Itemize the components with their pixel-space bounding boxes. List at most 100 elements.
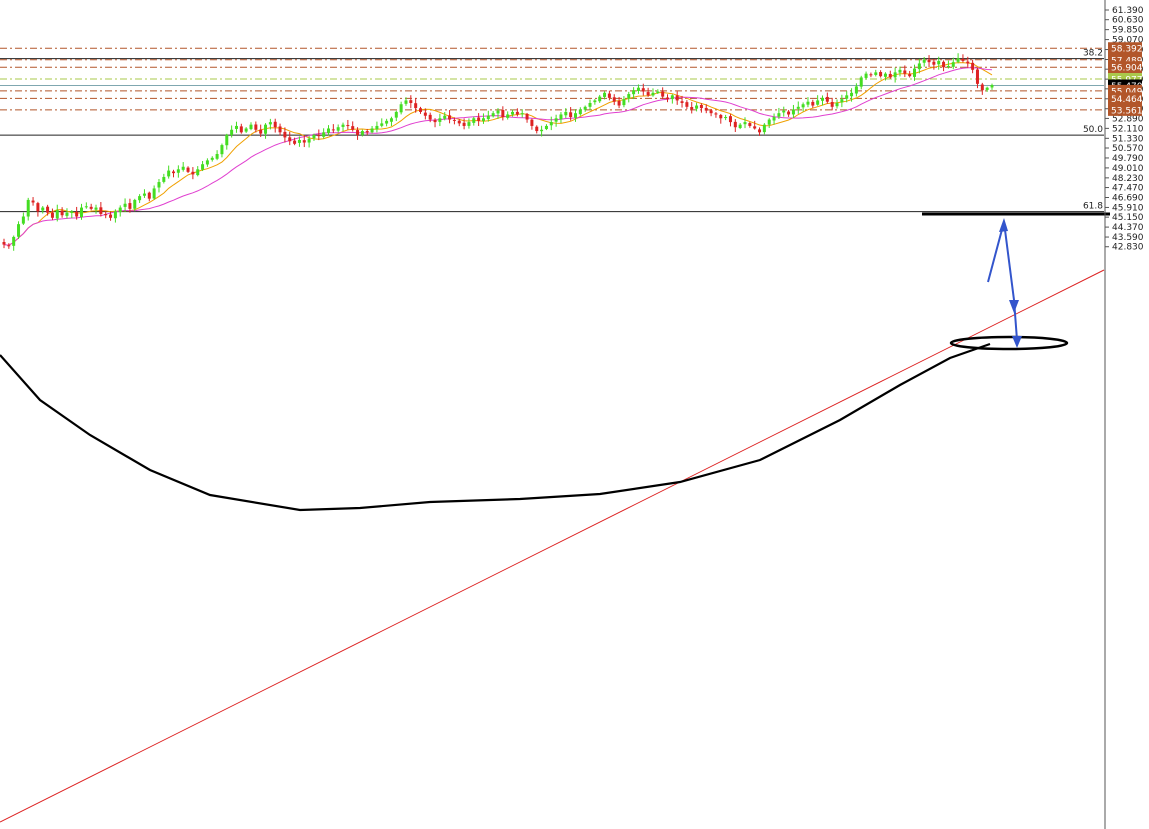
- candle-body: [961, 58, 965, 61]
- candle-body: [452, 119, 456, 121]
- candle-body: [317, 134, 321, 137]
- candle-body: [181, 166, 185, 170]
- horizontal-levels: 38.2 50.0 61.8: [0, 47, 1104, 213]
- candle-body: [356, 130, 360, 135]
- candle-body: [457, 120, 461, 124]
- candle-body: [990, 85, 994, 88]
- candle-body: [549, 122, 553, 126]
- candle-body: [79, 207, 83, 218]
- price-tag-box: [1108, 103, 1142, 116]
- candle-body: [767, 119, 771, 125]
- candle-body: [888, 73, 892, 78]
- candle-body: [883, 73, 887, 77]
- candle-body: [264, 124, 268, 134]
- candle-body: [980, 84, 984, 91]
- candle-body: [162, 176, 166, 182]
- candle-body: [728, 116, 732, 123]
- candle-body: [651, 92, 655, 96]
- price-tag-label: 56.904: [1111, 64, 1143, 74]
- price-axis-tick-label: 52.110: [1112, 124, 1144, 134]
- candle-body: [927, 59, 931, 63]
- candle-body: [777, 113, 781, 117]
- candle-body: [254, 124, 258, 130]
- candle-body: [89, 206, 93, 209]
- candle-body: [152, 188, 156, 199]
- candle-body: [554, 118, 558, 122]
- price-axis-tick-label: 42.830: [1112, 243, 1144, 253]
- candle-body: [966, 61, 970, 64]
- candle-body: [138, 196, 142, 201]
- candle-body: [733, 121, 737, 128]
- candle-body: [656, 91, 660, 93]
- candle-body: [879, 72, 883, 77]
- price-tag-box: [1108, 42, 1142, 55]
- candle-body: [830, 102, 834, 107]
- candle-body: [835, 102, 839, 107]
- candle-body: [544, 125, 548, 130]
- candle-body: [399, 104, 403, 113]
- candle-body: [850, 92, 854, 97]
- candle-body: [147, 192, 151, 199]
- candle-body: [738, 124, 742, 128]
- price-axis-tick-label: 46.690: [1112, 194, 1144, 204]
- candle-body: [288, 137, 292, 142]
- candle-body: [2, 242, 6, 245]
- candle-body: [215, 154, 219, 159]
- slow-moving-average-line: [0, 342, 991, 512]
- candle-body: [864, 73, 868, 78]
- candle-body: [506, 114, 510, 118]
- candle-body: [370, 128, 374, 133]
- candle-body: [55, 210, 59, 219]
- candle-body: [448, 115, 452, 120]
- candle-body: [21, 216, 25, 224]
- candle-body: [612, 97, 616, 102]
- candle-body: [389, 118, 393, 122]
- candle-body: [564, 111, 568, 116]
- candle-body: [796, 106, 800, 109]
- candle-body: [869, 74, 873, 76]
- candle-body: [94, 207, 98, 210]
- candle-body: [540, 129, 544, 132]
- candle-body: [12, 236, 16, 246]
- candle-body: [486, 115, 490, 120]
- candle-body: [65, 212, 69, 216]
- candle-body: [293, 140, 297, 144]
- candle-body: [951, 62, 955, 67]
- candle-body: [535, 126, 539, 132]
- candle-body: [825, 96, 829, 102]
- candle-body: [854, 86, 858, 94]
- candle-body: [782, 110, 786, 113]
- price-axis-tick-label: 52.890: [1112, 114, 1144, 124]
- fib-level-label: 50.0: [1083, 125, 1103, 135]
- candle-body: [109, 214, 113, 218]
- candle-body: [26, 199, 30, 217]
- candle-body: [569, 112, 573, 118]
- candle-body: [985, 87, 989, 90]
- candle-body: [714, 113, 718, 115]
- price-axis-tick-label: 49.790: [1112, 154, 1144, 164]
- candle-body: [525, 113, 529, 120]
- candle-body: [351, 126, 355, 130]
- price-axis-tick-label: 43.590: [1112, 233, 1144, 243]
- candle-body: [326, 128, 330, 133]
- candle-body: [409, 100, 413, 103]
- candle-body: [598, 96, 602, 102]
- annotations: [922, 212, 1110, 351]
- candle-body: [511, 111, 515, 115]
- candle-body: [956, 58, 960, 62]
- candle-body: [704, 107, 708, 111]
- candle-body: [70, 211, 74, 213]
- candle-body: [772, 117, 776, 121]
- price-axis-tick-label: 45.910: [1112, 203, 1144, 213]
- candle-body: [210, 157, 214, 160]
- candle-body: [893, 72, 897, 78]
- candle-body: [607, 93, 611, 98]
- price-axis-tick-label: 59.070: [1112, 36, 1144, 46]
- projection-arrow-path: [987, 221, 1018, 341]
- candle-body: [913, 68, 917, 77]
- candle-body: [820, 97, 824, 101]
- projection-arrowhead-down: [1012, 336, 1022, 348]
- candle-body: [666, 97, 670, 100]
- candle-body: [641, 88, 645, 92]
